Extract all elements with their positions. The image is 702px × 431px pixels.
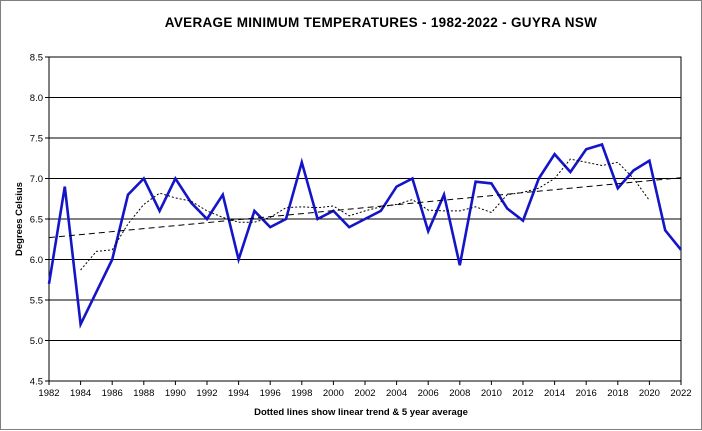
x-tick-label: 2004 — [386, 388, 407, 399]
x-tick-label: 2010 — [481, 388, 502, 399]
x-tick-label: 2022 — [670, 388, 691, 399]
y-tick-label: 7.0 — [30, 174, 43, 185]
x-axis: 1982 1984 1986 1988 1990 1992 1994 1996 1998 2000… — [38, 381, 692, 399]
x-tick-label: 1998 — [291, 388, 312, 399]
y-tick-label: 7.5 — [30, 134, 43, 145]
x-tick-label: 2006 — [418, 388, 439, 399]
y-tick-label: 8.0 — [30, 93, 43, 104]
gridlines — [49, 97, 681, 341]
x-tick-label: 1994 — [228, 388, 249, 399]
x-tick-label: 2008 — [449, 388, 470, 399]
series-layer — [47, 142, 683, 329]
x-tick-label: 2014 — [544, 388, 565, 399]
y-axis-title: Degrees Celsius — [14, 182, 25, 256]
x-axis-title: Dotted lines show linear trend & 5 year … — [254, 407, 468, 418]
x-tick-label: 2012 — [512, 388, 533, 399]
x-tick-label: 2018 — [607, 388, 628, 399]
y-axis: 4.5 5.0 5.5 6.0 6.5 7.0 7.5 8.0 8.5 — [30, 53, 49, 388]
x-tick-label: 1990 — [165, 388, 186, 399]
y-tick-label: 6.0 — [30, 255, 43, 266]
y-tick-label: 5.0 — [30, 336, 43, 347]
chart-title: AVERAGE MINIMUM TEMPERATURES - 1982-2022… — [165, 15, 597, 30]
y-tick-label: 8.5 — [30, 53, 43, 64]
x-tick-label: 1984 — [70, 388, 91, 399]
x-tick-label: 2002 — [354, 388, 375, 399]
y-tick-label: 4.5 — [30, 377, 43, 388]
series-dashed-line — [48, 177, 682, 239]
series-solid-line — [47, 142, 683, 329]
x-tick-label: 1992 — [196, 388, 217, 399]
y-tick-label: 6.5 — [30, 215, 43, 226]
y-tick-label: 5.5 — [30, 296, 43, 307]
x-tick-label: 2016 — [576, 388, 597, 399]
series-dotted-line — [80, 158, 650, 271]
x-tick-label: 1982 — [38, 388, 59, 399]
x-tick-label: 2020 — [639, 388, 660, 399]
x-tick-label: 1996 — [260, 388, 281, 399]
x-tick-label: 1986 — [102, 388, 123, 399]
x-tick-label: 1988 — [133, 388, 154, 399]
x-tick-label: 2000 — [323, 388, 344, 399]
